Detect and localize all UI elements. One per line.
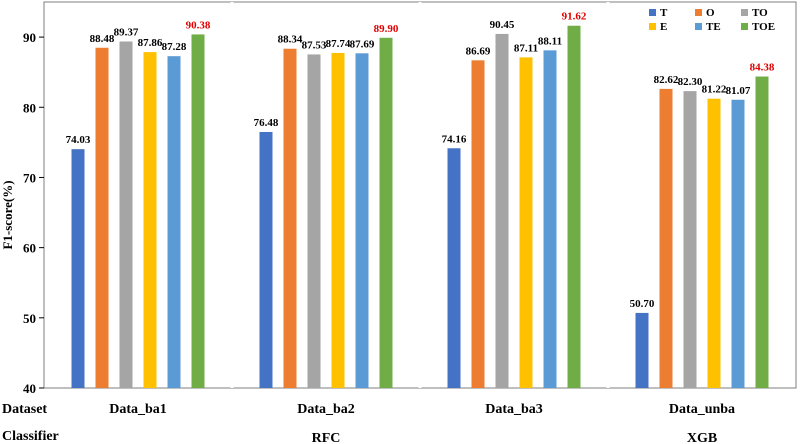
legend-label: E <box>660 21 667 33</box>
y-tick-label: 40 <box>23 381 36 396</box>
legend-label: TO <box>752 7 768 19</box>
bar-value-label: 89.90 <box>374 23 399 35</box>
legend-swatch <box>741 23 748 30</box>
bar <box>731 99 745 388</box>
bar <box>567 25 581 388</box>
bar <box>355 53 369 388</box>
bar-value-label: 87.69 <box>350 38 375 50</box>
category-label: Data_ba1 <box>109 402 167 417</box>
bar <box>683 91 697 388</box>
bar <box>447 148 461 388</box>
legend-swatch <box>695 23 702 30</box>
bar-value-label: 88.34 <box>278 34 303 46</box>
bar-value-label: 87.53 <box>302 39 327 51</box>
bar-value-label: 88.11 <box>538 35 562 47</box>
bar <box>119 41 133 389</box>
bar-value-label: 91.62 <box>562 11 587 23</box>
bar-value-label: 90.45 <box>490 19 515 31</box>
bar-value-label: 87.11 <box>514 42 538 54</box>
bar-value-label: 87.28 <box>162 41 187 53</box>
bar <box>755 76 769 389</box>
legend-label: T <box>660 7 668 19</box>
bar-value-label: 81.07 <box>726 85 751 97</box>
bar-value-label: 86.69 <box>466 45 491 57</box>
bar <box>635 312 649 388</box>
legend-label: O <box>706 7 715 19</box>
bar-value-label: 90.38 <box>186 19 211 31</box>
legend-swatch <box>649 23 656 30</box>
y-tick-label: 50 <box>23 311 36 326</box>
bar-value-label: 87.74 <box>326 38 351 50</box>
bar <box>707 98 721 389</box>
legend-label: TE <box>706 21 721 33</box>
bar-value-label: 76.48 <box>254 117 279 129</box>
bar-value-label: 89.37 <box>114 27 139 39</box>
bar <box>495 33 509 388</box>
bar <box>307 54 321 389</box>
bar-value-label: 81.22 <box>702 84 727 96</box>
y-tick-label: 90 <box>23 30 36 45</box>
bar <box>659 88 673 388</box>
classifier-label: XGB <box>687 431 717 444</box>
bar-value-label: 50.70 <box>630 298 655 310</box>
bar <box>331 52 345 389</box>
bar <box>379 37 393 389</box>
row-label-classifier: Classifier <box>2 429 59 444</box>
y-axis-label: F1-score(%) <box>0 180 15 249</box>
classifier-label: RFC <box>312 431 341 444</box>
bar <box>543 50 557 388</box>
legend-label: TOE <box>752 21 775 33</box>
category-label: Data_ba3 <box>485 402 543 417</box>
bar-value-label: 82.62 <box>654 74 679 86</box>
bar-value-label: 74.03 <box>66 134 91 146</box>
y-tick-label: 70 <box>23 170 36 185</box>
y-tick-label: 80 <box>23 100 36 115</box>
category-label: Data_unba <box>669 402 735 417</box>
bar <box>143 52 157 389</box>
bar <box>259 131 273 388</box>
bar-value-label: 84.38 <box>750 62 775 74</box>
y-tick-label: 60 <box>23 241 36 256</box>
bar-value-label: 82.30 <box>678 76 703 88</box>
bar <box>191 34 205 388</box>
bar <box>167 56 181 389</box>
bar <box>71 149 85 388</box>
legend-swatch <box>695 9 702 16</box>
bar-value-label: 87.86 <box>138 37 163 49</box>
bar <box>283 48 297 389</box>
legend-swatch <box>649 9 656 16</box>
bar <box>519 57 533 389</box>
bar-value-label: 88.48 <box>90 33 115 45</box>
bar-value-label: 74.16 <box>442 133 467 145</box>
bar <box>95 47 109 388</box>
legend-swatch <box>741 9 748 16</box>
bar <box>471 60 485 388</box>
row-label-dataset: Dataset <box>2 402 47 417</box>
category-label: Data_ba2 <box>297 402 355 417</box>
